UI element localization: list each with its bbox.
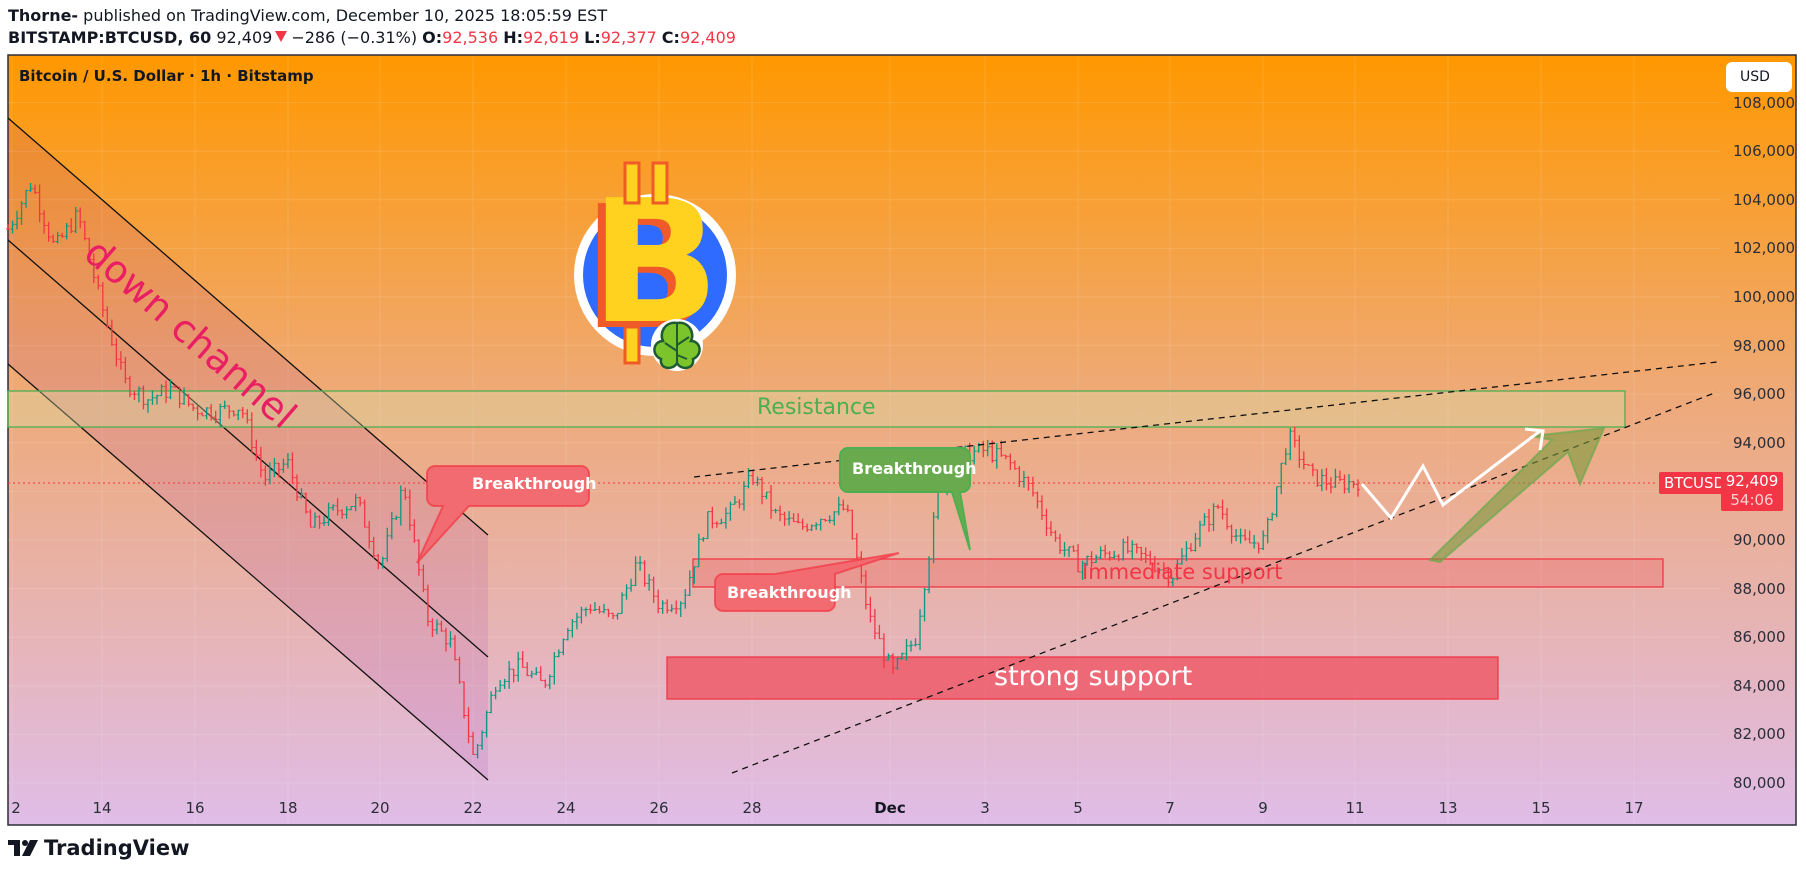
breakthrough-callout-2[interactable] [839,447,971,551]
symbol-info: BITSTAMP:BTCUSD, 60 92,409 −286 (−0.31%) … [8,28,736,47]
down-channel-upper-line [7,117,489,536]
currency-button[interactable]: USD [1726,62,1792,92]
breakthrough-label-3: Breakthrough [727,583,852,602]
time-axis-label: 26 [649,799,669,817]
last-price-value: 92,409 [1725,472,1779,490]
price-axis-label: 96,000 [1733,385,1786,404]
resistance-label: Resistance [757,395,876,420]
tradingview-logo-icon [8,840,38,856]
price-axis-label: 80,000 [1733,774,1786,792]
candlestick-series [6,182,1360,759]
price-axis-label: 88,000 [1733,579,1786,598]
time-axis-label: 22 [463,799,483,817]
breakthrough-callout-1[interactable] [416,465,590,564]
price-axis-label: 90,000 [1733,531,1786,549]
breakthrough-callout-3[interactable] [714,552,900,612]
breakthrough-label-2: Breakthrough [852,459,977,478]
breakthrough-label-1: Breakthrough [472,474,597,493]
down-channel-lower-line [7,363,489,781]
time-axis-label: 11 [1345,799,1365,817]
chart-title: Bitcoin / U.S. Dollar · 1h · Bitstamp [19,67,314,85]
bitcoin-logo-icon: B B [574,161,736,371]
price-axis-label: 94,000 [1733,433,1786,452]
price-axis-label: 86,000 [1733,628,1786,647]
price-change: −286 (−0.31%) [291,28,418,47]
close-value: 92,409 [679,28,736,47]
resistance-zone[interactable] [7,390,1626,428]
symbol-price-tag: BTCUSD [1659,472,1731,494]
open-value: 92,536 [442,28,499,47]
time-axis-label: 9 [1258,799,1268,817]
low-value: 92,377 [600,28,657,47]
close-label: C: [661,28,680,47]
projection-arrowhead [1524,427,1545,451]
price-axis-label: 106,000 [1733,142,1796,161]
price-axis-label: 104,000 [1733,190,1796,209]
price-axis-label: 84,000 [1733,676,1786,695]
down-triangle-icon [275,31,288,42]
time-axis-label: 5 [1073,799,1083,817]
price-axis-label: 100,000 [1733,288,1796,306]
time-axis-label: 16 [185,799,205,817]
open-label: O: [422,28,443,47]
time-axis-label: 18 [278,799,298,817]
strong-support-zone[interactable] [666,656,1499,700]
immediate-support-label: Immediate support [1082,560,1283,584]
price-axis-label: 98,000 [1733,336,1786,355]
down-channel-mid-line [7,239,489,658]
time-axis-label: 15 [1531,799,1551,817]
time-axis-label: 20 [370,799,390,817]
high-value: 92,619 [523,28,580,47]
time-axis-label: 3 [980,799,990,817]
author-name[interactable]: Thorne- [8,6,79,25]
time-axis-label: 28 [742,799,762,817]
time-axis-label: 2 [11,799,21,817]
low-label: L: [584,28,601,47]
time-axis-label: 13 [1438,799,1458,817]
last-price: 92,409 [216,28,273,47]
projection-path[interactable] [1360,429,1541,521]
bar-countdown: 54:06 [1730,491,1774,509]
high-label: H: [503,28,524,47]
time-axis-label: 14 [92,799,112,817]
price-axis-label: 108,000 [1733,93,1796,112]
price-axis-label: 82,000 [1733,725,1786,744]
time-axis-label: 24 [556,799,576,817]
time-axis-label: 7 [1165,799,1175,817]
symbol-interval: BITSTAMP:BTCUSD, 60 [8,28,212,47]
time-axis-label: Dec [874,799,906,817]
last-price-tag: 92,409 54:06 [1721,472,1783,511]
tradingview-brand: TradingView [44,836,190,860]
price-axis-label: 102,000 [1733,239,1796,258]
tradingview-logo[interactable]: TradingView [8,836,189,860]
time-axis-label: 17 [1624,799,1644,817]
publish-text: published on TradingView.com, December 1… [78,6,608,25]
strong-support-label: strong support [994,661,1193,692]
publish-info: Thorne- published on TradingView.com, De… [8,6,607,25]
bullish-arrow[interactable] [1427,426,1606,564]
